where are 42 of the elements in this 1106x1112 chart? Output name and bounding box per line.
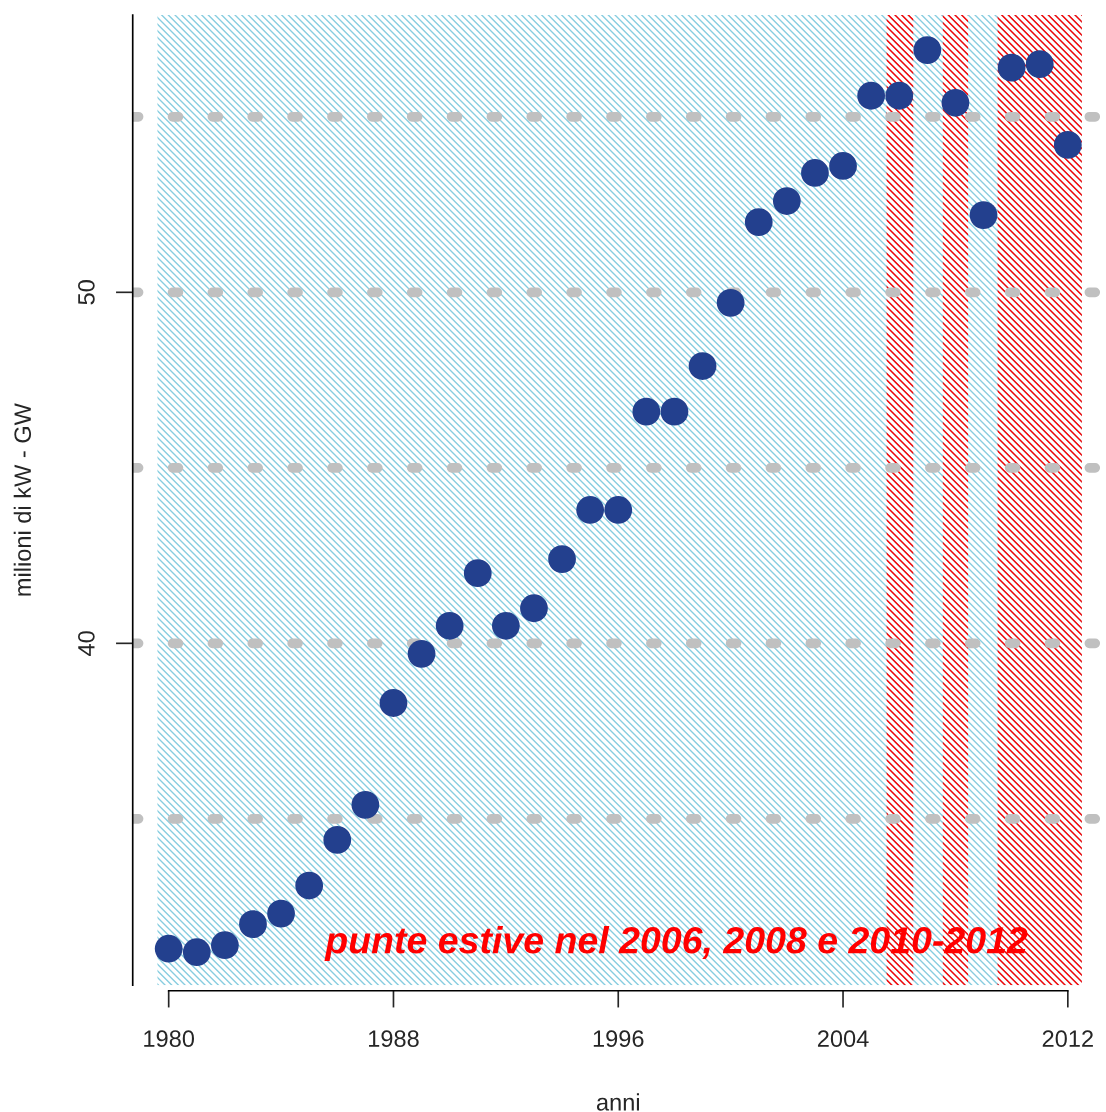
point bbox=[997, 53, 1026, 82]
x-axis-title: anni bbox=[596, 1093, 639, 1111]
point bbox=[969, 201, 998, 229]
point bbox=[407, 639, 436, 668]
point bbox=[744, 208, 773, 236]
point bbox=[688, 352, 717, 380]
point bbox=[576, 496, 605, 524]
point bbox=[435, 611, 464, 640]
point bbox=[295, 871, 324, 900]
x-tick-label: 2012 bbox=[1042, 1030, 1093, 1048]
y-axis-title: milioni di kW - GW bbox=[13, 403, 32, 596]
point bbox=[463, 559, 492, 588]
point bbox=[351, 790, 380, 819]
point bbox=[1053, 131, 1082, 159]
point bbox=[885, 81, 914, 110]
point bbox=[829, 152, 857, 180]
point bbox=[210, 931, 239, 960]
x-tick-label: 1988 bbox=[369, 1030, 419, 1048]
point bbox=[379, 689, 408, 717]
point bbox=[520, 594, 548, 623]
point bbox=[632, 397, 661, 426]
point bbox=[716, 288, 745, 317]
point bbox=[154, 934, 183, 963]
y-tick-label: 40 bbox=[78, 631, 95, 656]
x-tick-label: 1980 bbox=[144, 1030, 195, 1048]
point bbox=[941, 88, 970, 117]
point bbox=[182, 938, 211, 967]
point bbox=[239, 910, 267, 939]
point bbox=[772, 187, 801, 215]
point bbox=[548, 545, 576, 573]
point bbox=[323, 826, 352, 854]
x-tick-label: 1996 bbox=[593, 1030, 644, 1048]
point bbox=[491, 611, 520, 640]
point bbox=[913, 36, 942, 64]
point bbox=[660, 397, 689, 426]
point bbox=[857, 81, 886, 110]
x-tick-label: 2004 bbox=[817, 1030, 869, 1048]
point bbox=[801, 159, 829, 187]
point bbox=[267, 899, 295, 928]
point bbox=[604, 496, 633, 524]
y-tick-label: 50 bbox=[78, 280, 95, 305]
point bbox=[1025, 50, 1054, 79]
